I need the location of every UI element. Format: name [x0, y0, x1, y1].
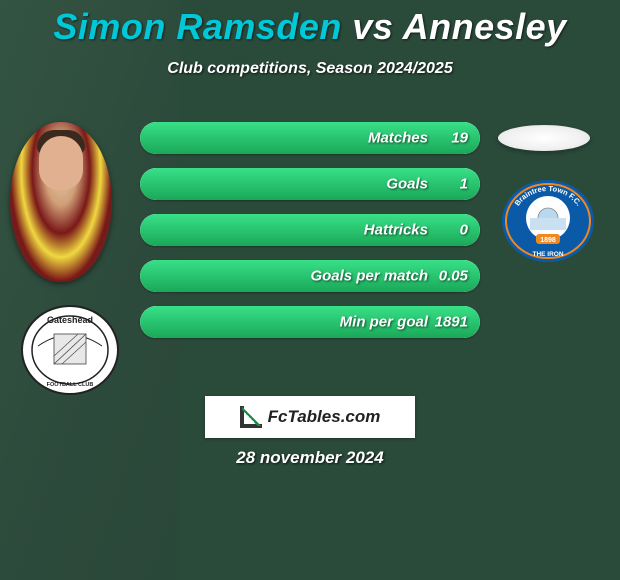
title-player2: Annesley — [403, 6, 567, 47]
stats-container: Matches 19 Goals 1 Hattricks 0 Goals per… — [140, 122, 480, 352]
stat-row-mpg: Min per goal 1891 — [140, 306, 480, 338]
badge-left-sub: FOOTBALL CLUB — [47, 382, 94, 388]
badge-right-year: 1898 — [540, 237, 556, 244]
stat-value: 1891 — [435, 314, 468, 331]
club-badge-gateshead: Gateshead FOOTBALL CLUB — [20, 304, 120, 396]
avatar-head — [39, 136, 83, 190]
player1-avatar — [10, 122, 112, 282]
stat-label: Goals — [386, 176, 428, 193]
stat-label: Hattricks — [364, 222, 428, 239]
watermark: FcTables.com — [205, 396, 415, 438]
watermark-text: FcTables.com — [268, 407, 381, 427]
stat-row-matches: Matches 19 — [140, 122, 480, 154]
stat-row-hattricks: Hattricks 0 — [140, 214, 480, 246]
badge-right-nickname: THE IRON — [532, 251, 563, 258]
stat-label: Min per goal — [340, 314, 428, 331]
stat-fill — [140, 168, 480, 200]
stat-value: 0.05 — [439, 268, 468, 285]
stat-fill — [140, 306, 480, 338]
subtitle: Club competitions, Season 2024/2025 — [0, 60, 620, 78]
badge-left-name: Gateshead — [47, 315, 93, 325]
fctables-icon — [240, 406, 262, 428]
club-badge-braintree: 1898 Braintree Town F.C. THE IRON — [500, 178, 596, 264]
title-vs: vs — [352, 6, 393, 47]
stat-label: Goals per match — [310, 268, 428, 285]
date: 28 november 2024 — [0, 448, 620, 468]
stat-row-gpm: Goals per match 0.05 — [140, 260, 480, 292]
page-title: Simon Ramsden vs Annesley — [0, 6, 620, 48]
stat-value: 1 — [460, 176, 468, 193]
player2-avatar-placeholder — [498, 125, 590, 151]
stat-fill — [140, 214, 480, 246]
title-player1: Simon Ramsden — [53, 6, 342, 47]
stat-value: 19 — [451, 130, 468, 147]
stat-label: Matches — [368, 130, 428, 147]
stat-row-goals: Goals 1 — [140, 168, 480, 200]
stat-fill — [140, 122, 480, 154]
stat-value: 0 — [460, 222, 468, 239]
